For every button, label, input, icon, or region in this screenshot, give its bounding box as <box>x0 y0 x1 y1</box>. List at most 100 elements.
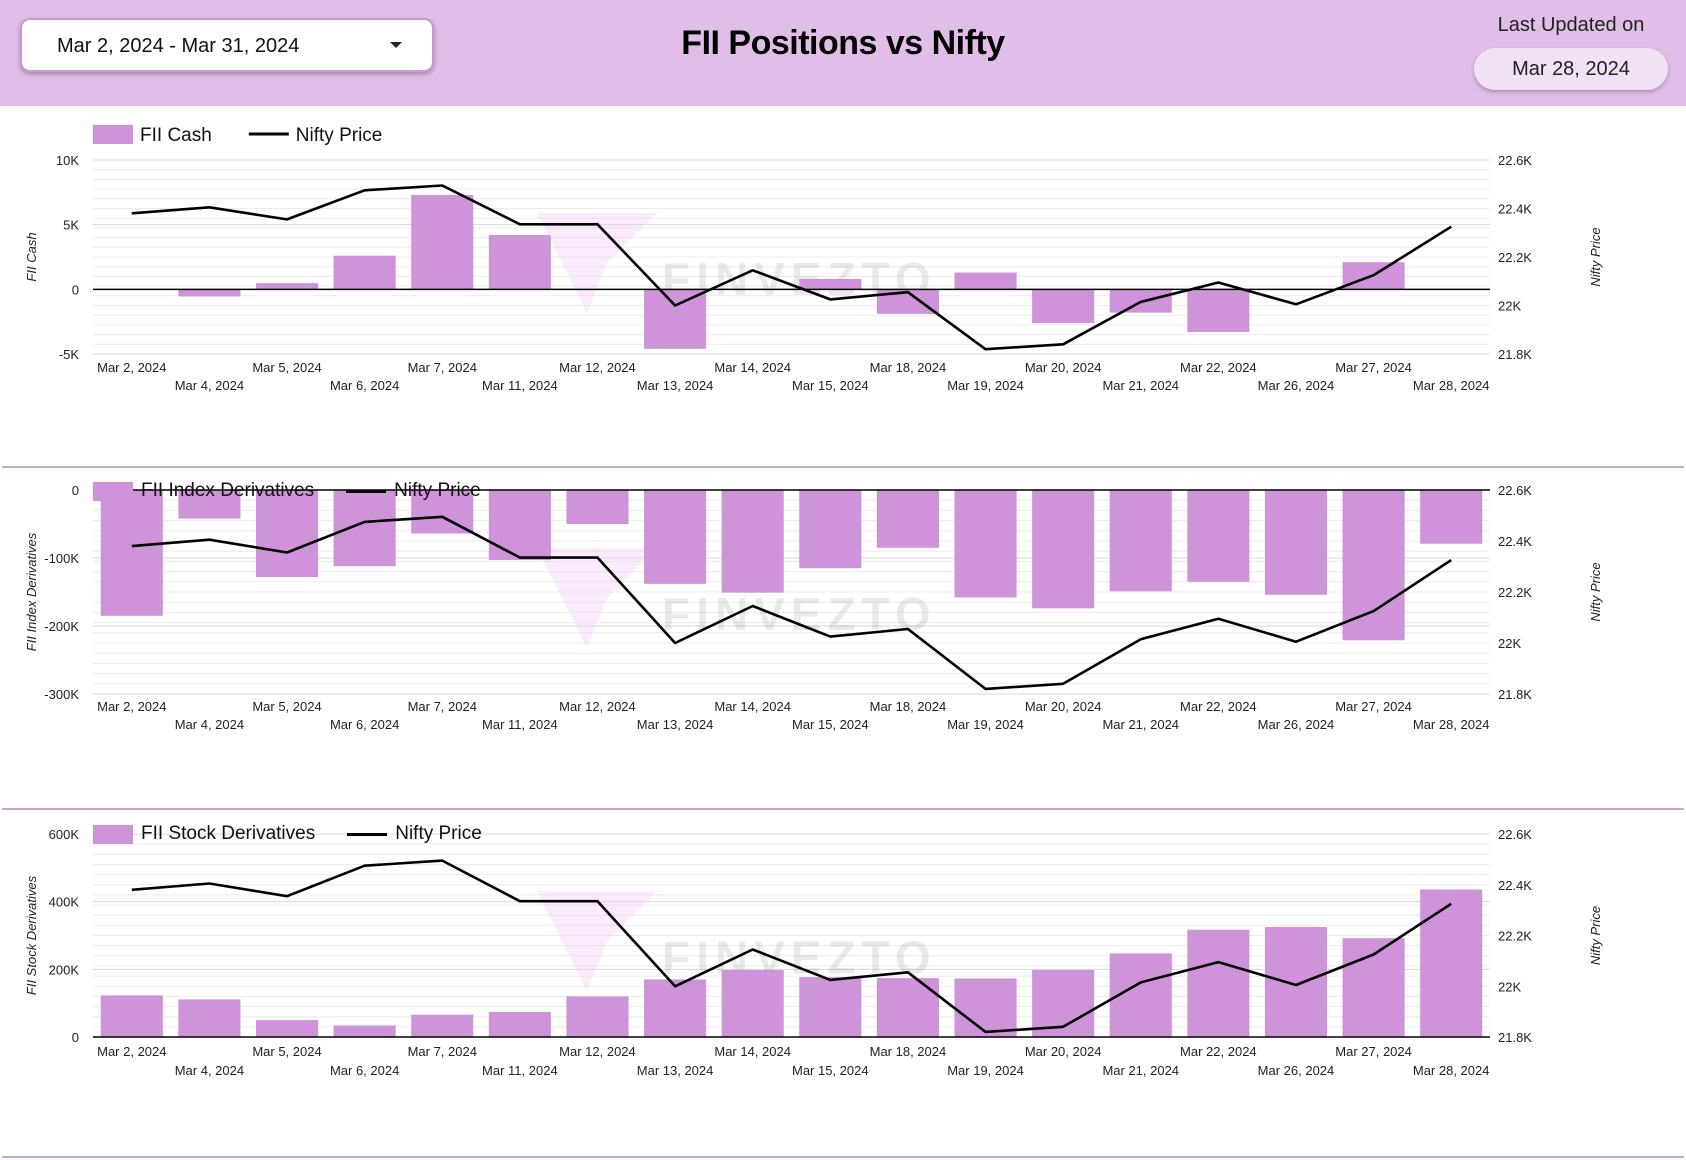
legend-bar-swatch <box>93 824 133 844</box>
date-range-picker[interactable]: Mar 2, 2024 - Mar 31, 2024 <box>20 18 434 72</box>
x-tick-label: Mar 28, 2024 <box>1413 378 1490 393</box>
x-tick-label: Mar 15, 2024 <box>792 717 869 732</box>
x-tick-label: Mar 20, 2024 <box>1025 699 1102 714</box>
y2-tick-label: 22.6K <box>1498 483 1532 498</box>
x-tick-label: Mar 14, 2024 <box>714 1044 791 1059</box>
x-tick-label: Mar 11, 2024 <box>482 378 558 393</box>
y-axis-title: FII Cash <box>24 232 39 281</box>
bar <box>178 999 241 1037</box>
bar <box>799 490 862 569</box>
bar <box>644 490 707 584</box>
bar <box>1032 289 1095 323</box>
bar <box>1187 490 1250 582</box>
chart-legend: FII Stock Derivatives Nifty Price <box>93 822 482 846</box>
bar <box>644 289 707 349</box>
bar <box>488 490 551 561</box>
legend-bar-swatch <box>93 481 133 501</box>
legend-line-label: Nifty Price <box>395 823 482 844</box>
y-tick-label: 5K <box>63 218 79 233</box>
x-tick-label: Mar 28, 2024 <box>1413 1063 1490 1078</box>
x-tick-label: Mar 28, 2024 <box>1413 717 1490 732</box>
x-tick-label: Mar 11, 2024 <box>482 717 558 732</box>
legend-bar-swatch <box>93 125 133 144</box>
x-tick-label: Mar 5, 2024 <box>252 699 321 714</box>
bar <box>1187 289 1250 333</box>
fii-stock-derivatives-panel: 600K 400K 200K 0 22.6K 22.4K 22.2K 22K 21.8K FINV… <box>2 810 1684 1158</box>
bar <box>178 490 241 519</box>
x-tick-label: Mar 6, 2024 <box>330 717 399 732</box>
bar <box>333 255 396 290</box>
nifty-price-line <box>131 184 1452 351</box>
y2-tick-label: 22.2K <box>1498 250 1532 265</box>
x-tick-label: Mar 22, 2024 <box>1180 360 1257 375</box>
x-tick-label: Mar 21, 2024 <box>1102 378 1179 393</box>
x-tick-label: Mar 14, 2024 <box>714 699 791 714</box>
plot-group: 600K 400K 200K 0 22.6K 22.4K 22.2K 22K 21.8K FINV… <box>24 827 1603 1078</box>
x-tick-label: Mar 27, 2024 <box>1335 360 1412 375</box>
plot-group: 0 -100K -200K -300K 22.6K 22.4K 22.2K 22K 21.8K F… <box>24 483 1603 732</box>
y2-tick-label: 22.4K <box>1498 202 1532 217</box>
y2-tick-label: 21.8K <box>1498 687 1532 702</box>
y2-axis-title: Nifty Price <box>1588 227 1603 286</box>
y2-tick-label: 22K <box>1498 636 1521 651</box>
bar <box>1420 490 1483 544</box>
bar <box>721 490 784 593</box>
x-tick-label: Mar 20, 2024 <box>1025 360 1102 375</box>
y-tick-label: 200K <box>49 962 80 977</box>
x-tick-label: Mar 4, 2024 <box>175 1063 244 1078</box>
bar <box>255 1020 319 1037</box>
last-updated-label: Last Updated on <box>1497 14 1645 36</box>
bar <box>411 194 474 290</box>
bar <box>1342 490 1405 641</box>
legend-line-label: Nifty Price <box>394 480 481 501</box>
y2-tick-label: 22K <box>1498 299 1521 314</box>
y2-tick-label: 21.8K <box>1498 1030 1532 1045</box>
bar <box>954 490 1017 598</box>
bar <box>488 235 551 290</box>
y2-tick-label: 22K <box>1498 979 1521 994</box>
watermark-logo <box>537 213 657 313</box>
bar <box>333 490 396 567</box>
x-tick-label: Mar 2, 2024 <box>97 1044 166 1059</box>
x-tick-label: Mar 12, 2024 <box>559 360 636 375</box>
x-tick-label: Mar 12, 2024 <box>559 1044 636 1059</box>
fii-cash-panel: 10K5K0-5K22.6K22.4K22.2K22K21.8KFINVEZTO… <box>2 106 1684 468</box>
chevron-down-icon[interactable] <box>390 42 402 48</box>
x-tick-label: Mar 18, 2024 <box>870 699 947 714</box>
fii-index-derivatives-chart: 0 -100K -200K -300K 22.6K 22.4K 22.2K 22K 21.8K F… <box>24 483 1603 732</box>
legend-line-label: Nifty Price <box>296 125 383 146</box>
legend-line-swatch <box>346 489 387 493</box>
x-tick-label: Mar 13, 2024 <box>637 717 714 732</box>
bar <box>799 278 862 290</box>
x-tick-label: Mar 26, 2024 <box>1258 1063 1335 1078</box>
x-tick-label: Mar 26, 2024 <box>1258 378 1335 393</box>
y-tick-label: 0 <box>72 483 79 498</box>
y2-tick-label: 22.2K <box>1498 929 1532 944</box>
y2-axis-title: Nifty Price <box>1588 562 1603 621</box>
last-updated-value: Mar 28, 2024 <box>1474 48 1668 90</box>
x-tick-label: Mar 21, 2024 <box>1102 1063 1179 1078</box>
bar <box>1264 490 1328 595</box>
fii-stock-derivatives-chart: 600K 400K 200K 0 22.6K 22.4K 22.2K 22K 21.8K FINV… <box>24 827 1603 1078</box>
x-tick-label: Mar 2, 2024 <box>97 360 166 375</box>
x-tick-label: Mar 12, 2024 <box>559 699 636 714</box>
x-tick-label: Mar 19, 2024 <box>947 378 1024 393</box>
y-axis-title: FII Stock Derivatives <box>24 875 39 995</box>
watermark-logo <box>537 548 657 648</box>
x-tick-label: Mar 6, 2024 <box>330 1063 399 1078</box>
x-tick-label: Mar 7, 2024 <box>408 699 477 714</box>
y2-axis-title: Nifty Price <box>1588 906 1603 965</box>
bar <box>411 1014 474 1037</box>
bar <box>799 977 862 1037</box>
bar <box>488 1011 551 1037</box>
y-tick-label: -200K <box>44 619 79 634</box>
bar <box>1032 490 1095 609</box>
watermark-text: FINVEZTO <box>662 588 937 640</box>
bar <box>255 283 319 290</box>
y-tick-label: -300K <box>44 687 79 702</box>
x-tick-label: Mar 19, 2024 <box>947 717 1024 732</box>
x-tick-label: Mar 22, 2024 <box>1180 1044 1257 1059</box>
y2-tick-label: 22.6K <box>1498 827 1532 842</box>
x-tick-label: Mar 5, 2024 <box>252 1044 321 1059</box>
bar <box>1264 927 1328 1037</box>
